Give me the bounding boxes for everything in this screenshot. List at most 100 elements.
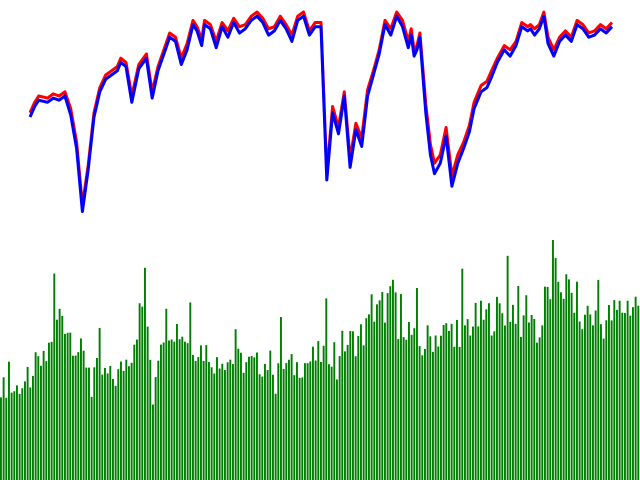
volume-bar	[541, 325, 544, 480]
volume-bar	[405, 339, 408, 480]
volume-bar	[458, 346, 461, 480]
volume-bar	[205, 345, 208, 480]
volume-bar	[477, 326, 480, 480]
volume-bar	[602, 338, 605, 480]
volume-bar	[434, 335, 437, 480]
volume-bar	[173, 341, 176, 480]
volume-bar	[194, 361, 197, 480]
volume-bar	[637, 305, 640, 480]
volume-bar	[322, 345, 325, 480]
volume-bar	[34, 352, 37, 480]
volume-bar	[42, 350, 45, 480]
volume-bar	[0, 397, 2, 480]
volume-bar	[456, 319, 458, 480]
volume-bar	[88, 367, 90, 480]
volume-bar	[482, 319, 485, 480]
volume-bar	[104, 368, 106, 480]
volume-bar	[493, 331, 496, 480]
volume-bar	[525, 295, 528, 480]
volume-bar	[245, 362, 248, 480]
volume-bar	[186, 343, 189, 480]
volume-bar	[378, 300, 381, 480]
volume-bar	[32, 375, 34, 480]
volume-bar	[37, 356, 40, 480]
volume-bar	[368, 314, 370, 480]
volume-bar	[133, 344, 136, 480]
volume-bar	[536, 342, 538, 480]
volume-bar	[469, 335, 472, 480]
volume-bar	[165, 308, 168, 480]
volume-bar	[189, 302, 192, 480]
volume-bar	[240, 352, 242, 480]
volume-bar	[226, 362, 229, 480]
volume-bar	[122, 370, 125, 480]
volume-bar	[253, 357, 256, 480]
volume-bar	[376, 304, 378, 480]
volume-bar	[325, 298, 328, 480]
volume-bar	[360, 324, 362, 480]
volume-bar	[336, 379, 338, 480]
volume-bar	[128, 366, 130, 480]
volume-bar	[2, 377, 5, 480]
volume-bar	[522, 315, 525, 480]
volume-bar	[45, 361, 48, 480]
volume-bar	[290, 354, 293, 480]
volume-bar	[552, 240, 554, 480]
volume-bar	[146, 326, 149, 480]
volume-bar	[429, 336, 432, 480]
volume-bar	[282, 368, 285, 480]
volume-bar	[442, 324, 445, 480]
volume-bar	[616, 309, 618, 480]
volume-bar	[141, 306, 144, 480]
volume-bar	[288, 359, 290, 480]
volume-bar	[512, 304, 514, 480]
volume-bar	[341, 330, 344, 480]
volume-bar	[192, 354, 194, 480]
volume-bar	[352, 331, 354, 480]
volume-bar	[632, 307, 634, 480]
volume-bar	[74, 355, 77, 480]
volume-bar	[298, 377, 301, 480]
volume-bar	[474, 302, 477, 480]
price-line-blue	[28, 14, 614, 213]
volume-bar	[61, 315, 64, 480]
volume-bar	[432, 351, 434, 480]
volume-bar	[10, 392, 13, 480]
volume-bar	[216, 357, 218, 480]
volume-bar	[600, 324, 602, 480]
volume-bar	[66, 332, 69, 480]
volume-bar	[21, 388, 24, 480]
volume-bar	[112, 379, 114, 480]
volume-bar	[528, 322, 530, 480]
volume-bar	[538, 337, 541, 480]
volume-bar	[501, 313, 504, 480]
volume-bar	[461, 268, 464, 480]
volume-bar	[170, 339, 173, 480]
volume-bar	[389, 286, 392, 480]
volume-bar	[162, 342, 165, 480]
volume-bar	[354, 356, 357, 480]
volume-bar	[413, 328, 416, 480]
volume-bar	[125, 359, 128, 480]
volume-bar	[160, 344, 162, 480]
volume-bar	[181, 336, 184, 480]
volume-bar	[592, 325, 594, 480]
volume-bar	[464, 325, 466, 480]
volume-bar	[24, 381, 26, 480]
volume-bar	[218, 368, 221, 480]
volume-bar	[197, 357, 200, 480]
volume-bar	[370, 294, 373, 480]
volume-bar	[418, 346, 421, 480]
volume-bar	[496, 296, 498, 480]
volume-bar	[304, 363, 306, 480]
volume-bar	[573, 312, 576, 480]
volume-bar	[213, 373, 216, 480]
volume-bar	[69, 332, 72, 480]
volume-bar	[72, 355, 74, 480]
volume-bar	[285, 363, 288, 480]
volume-bar	[320, 361, 322, 480]
volume-bar	[258, 374, 261, 480]
volume-bar	[18, 393, 21, 480]
volume-bar	[597, 279, 600, 480]
volume-bar	[472, 326, 474, 480]
